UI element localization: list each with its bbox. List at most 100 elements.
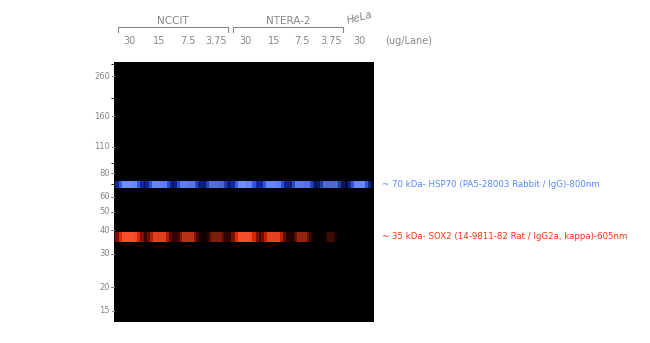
Bar (226, 181, 265, 188)
Bar (102, 232, 157, 241)
Text: 20: 20 (99, 283, 110, 292)
Bar (122, 181, 136, 188)
Bar (292, 181, 313, 188)
Text: ~ 35 kDa- SOX2 (14-9811-82 Rat / IgG2a, kappa)-605nm: ~ 35 kDa- SOX2 (14-9811-82 Rat / IgG2a, … (382, 232, 627, 241)
Bar (238, 232, 252, 241)
Bar (166, 232, 209, 241)
Bar (267, 232, 280, 241)
Bar (209, 232, 224, 241)
Bar (231, 232, 259, 241)
Bar (246, 181, 301, 188)
Bar (283, 181, 322, 188)
Bar (288, 181, 317, 188)
Bar (348, 181, 370, 188)
Bar (318, 232, 344, 241)
Text: 7.5: 7.5 (294, 36, 310, 46)
Bar (172, 232, 203, 241)
Text: 60: 60 (99, 192, 110, 201)
Text: 30: 30 (99, 249, 110, 258)
Bar (254, 181, 293, 188)
Bar (261, 232, 287, 241)
Bar (283, 232, 321, 241)
Bar (152, 181, 166, 188)
Bar (289, 232, 316, 241)
Bar (168, 181, 207, 188)
Bar (179, 232, 196, 241)
Bar (122, 232, 136, 241)
Text: 50: 50 (99, 207, 110, 216)
Text: 15: 15 (99, 306, 110, 315)
Bar (218, 181, 272, 188)
Bar (206, 181, 227, 188)
Bar (311, 181, 350, 188)
Text: HeLa: HeLa (346, 10, 373, 26)
Bar (354, 181, 365, 188)
Bar (263, 181, 284, 188)
Text: NTERA-2: NTERA-2 (266, 16, 310, 26)
Text: 30: 30 (239, 36, 251, 46)
Bar (235, 232, 255, 241)
Bar (324, 181, 338, 188)
Bar (297, 232, 307, 241)
Bar (161, 181, 215, 188)
Bar (102, 181, 157, 188)
Bar (320, 181, 341, 188)
Bar (174, 181, 202, 188)
Bar (259, 181, 288, 188)
Bar (202, 181, 231, 188)
Bar (110, 181, 149, 188)
Text: NCCIT: NCCIT (157, 16, 188, 26)
Bar (197, 181, 236, 188)
Text: 40: 40 (99, 226, 110, 235)
Bar (132, 181, 187, 188)
Bar (275, 181, 330, 188)
Bar (344, 181, 375, 188)
Bar (177, 232, 199, 241)
Text: (ug/Lane): (ug/Lane) (385, 36, 432, 46)
Bar (145, 181, 174, 188)
Bar (226, 232, 265, 241)
Bar (338, 181, 381, 188)
Text: 260: 260 (94, 72, 110, 81)
Bar (153, 232, 166, 241)
Bar (295, 181, 309, 188)
Bar (235, 181, 255, 188)
Text: 110: 110 (94, 142, 110, 151)
Bar (295, 232, 309, 241)
Bar (198, 232, 235, 241)
Bar (322, 232, 340, 241)
Bar (182, 232, 194, 241)
Bar (292, 232, 312, 241)
Bar (119, 232, 140, 241)
Bar (110, 232, 149, 241)
Bar (211, 232, 222, 241)
Bar (140, 181, 179, 188)
Bar (149, 181, 170, 188)
Bar (231, 181, 259, 188)
Text: 15: 15 (153, 36, 166, 46)
Bar (238, 181, 252, 188)
Bar (351, 181, 368, 188)
Bar (266, 181, 281, 188)
Text: 15: 15 (267, 36, 280, 46)
Text: 7.5: 7.5 (180, 36, 196, 46)
Text: 160: 160 (94, 111, 110, 121)
Bar (203, 232, 230, 241)
Bar (209, 181, 224, 188)
Bar (181, 181, 195, 188)
Bar (146, 232, 172, 241)
Bar (177, 181, 198, 188)
Bar (304, 181, 358, 188)
Bar (328, 232, 334, 241)
Bar (317, 181, 345, 188)
Bar (207, 232, 226, 241)
Bar (265, 232, 283, 241)
Text: 3.75: 3.75 (205, 36, 228, 46)
Bar (150, 232, 168, 241)
Text: 3.75: 3.75 (320, 36, 342, 46)
Text: ~ 70 kDa- HSP70 (PA5-28003 Rabbit / IgG)-800nm: ~ 70 kDa- HSP70 (PA5-28003 Rabbit / IgG)… (382, 179, 599, 189)
Bar (256, 232, 291, 241)
Bar (324, 232, 337, 241)
Bar (115, 181, 144, 188)
Bar (326, 232, 336, 241)
